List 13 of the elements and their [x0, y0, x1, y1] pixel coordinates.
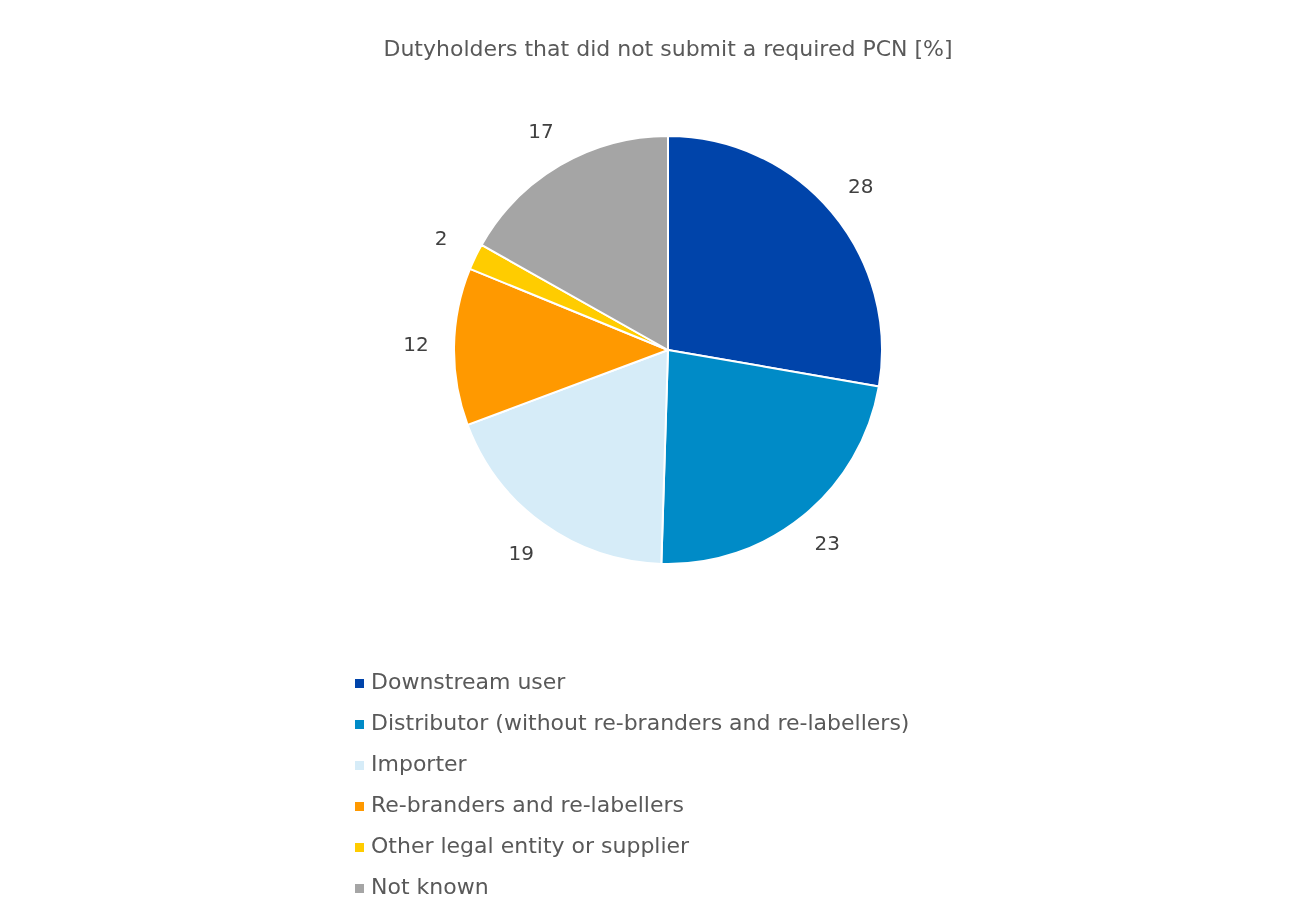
data-label: 28 [848, 173, 874, 198]
legend-label: Other legal entity or supplier [371, 832, 691, 858]
legend-label: Importer [371, 750, 468, 776]
legend-label: Downstream user [371, 668, 567, 694]
data-label: 19 [508, 540, 534, 565]
chart-title: Dutyholders that did not submit a required PCN [%] [383, 35, 953, 61]
data-label: 2 [434, 226, 448, 251]
data-label: 23 [814, 531, 841, 556]
legend-label: Not known [371, 873, 489, 899]
data-label: 12 [403, 332, 429, 357]
legend-label: Re-branders and re-labellers [371, 791, 684, 817]
legend-label: Distributor (without re-branders and re-labellers) [371, 709, 910, 735]
data-label: 17 [528, 118, 554, 143]
